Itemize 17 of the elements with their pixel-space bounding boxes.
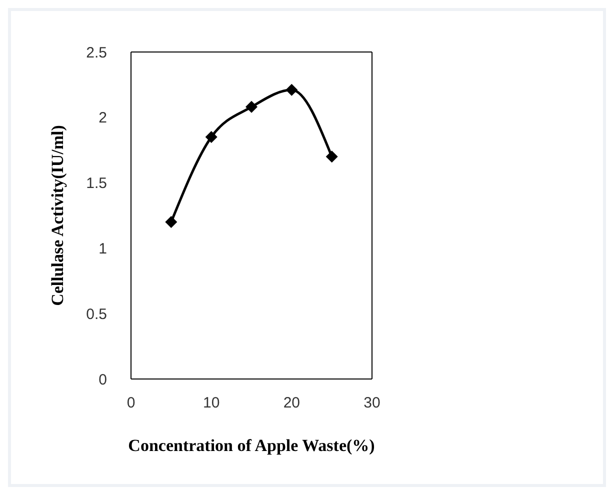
y-tick-label: 1 xyxy=(98,240,107,258)
y-tick-label: 2 xyxy=(98,110,107,127)
x-axis-title: Concentration of Apple Waste(%) xyxy=(128,436,375,456)
y-tick-label: 2.5 xyxy=(86,44,107,62)
y-tick-label: 0.5 xyxy=(86,306,107,323)
x-tick-label: 10 xyxy=(202,394,220,412)
point xyxy=(205,131,218,144)
point xyxy=(246,100,258,113)
y-axis-title: Cellulase Activity(IU/ml) xyxy=(48,125,68,306)
y-tick-label: 1.5 xyxy=(86,175,107,192)
x-tick-label: 30 xyxy=(364,394,380,412)
y-tick-label: 0 xyxy=(98,371,107,388)
point xyxy=(286,84,298,96)
point xyxy=(165,216,178,228)
point xyxy=(326,150,338,163)
x-tick-label: 0 xyxy=(126,394,136,412)
x-tick-label: 20 xyxy=(283,394,300,412)
